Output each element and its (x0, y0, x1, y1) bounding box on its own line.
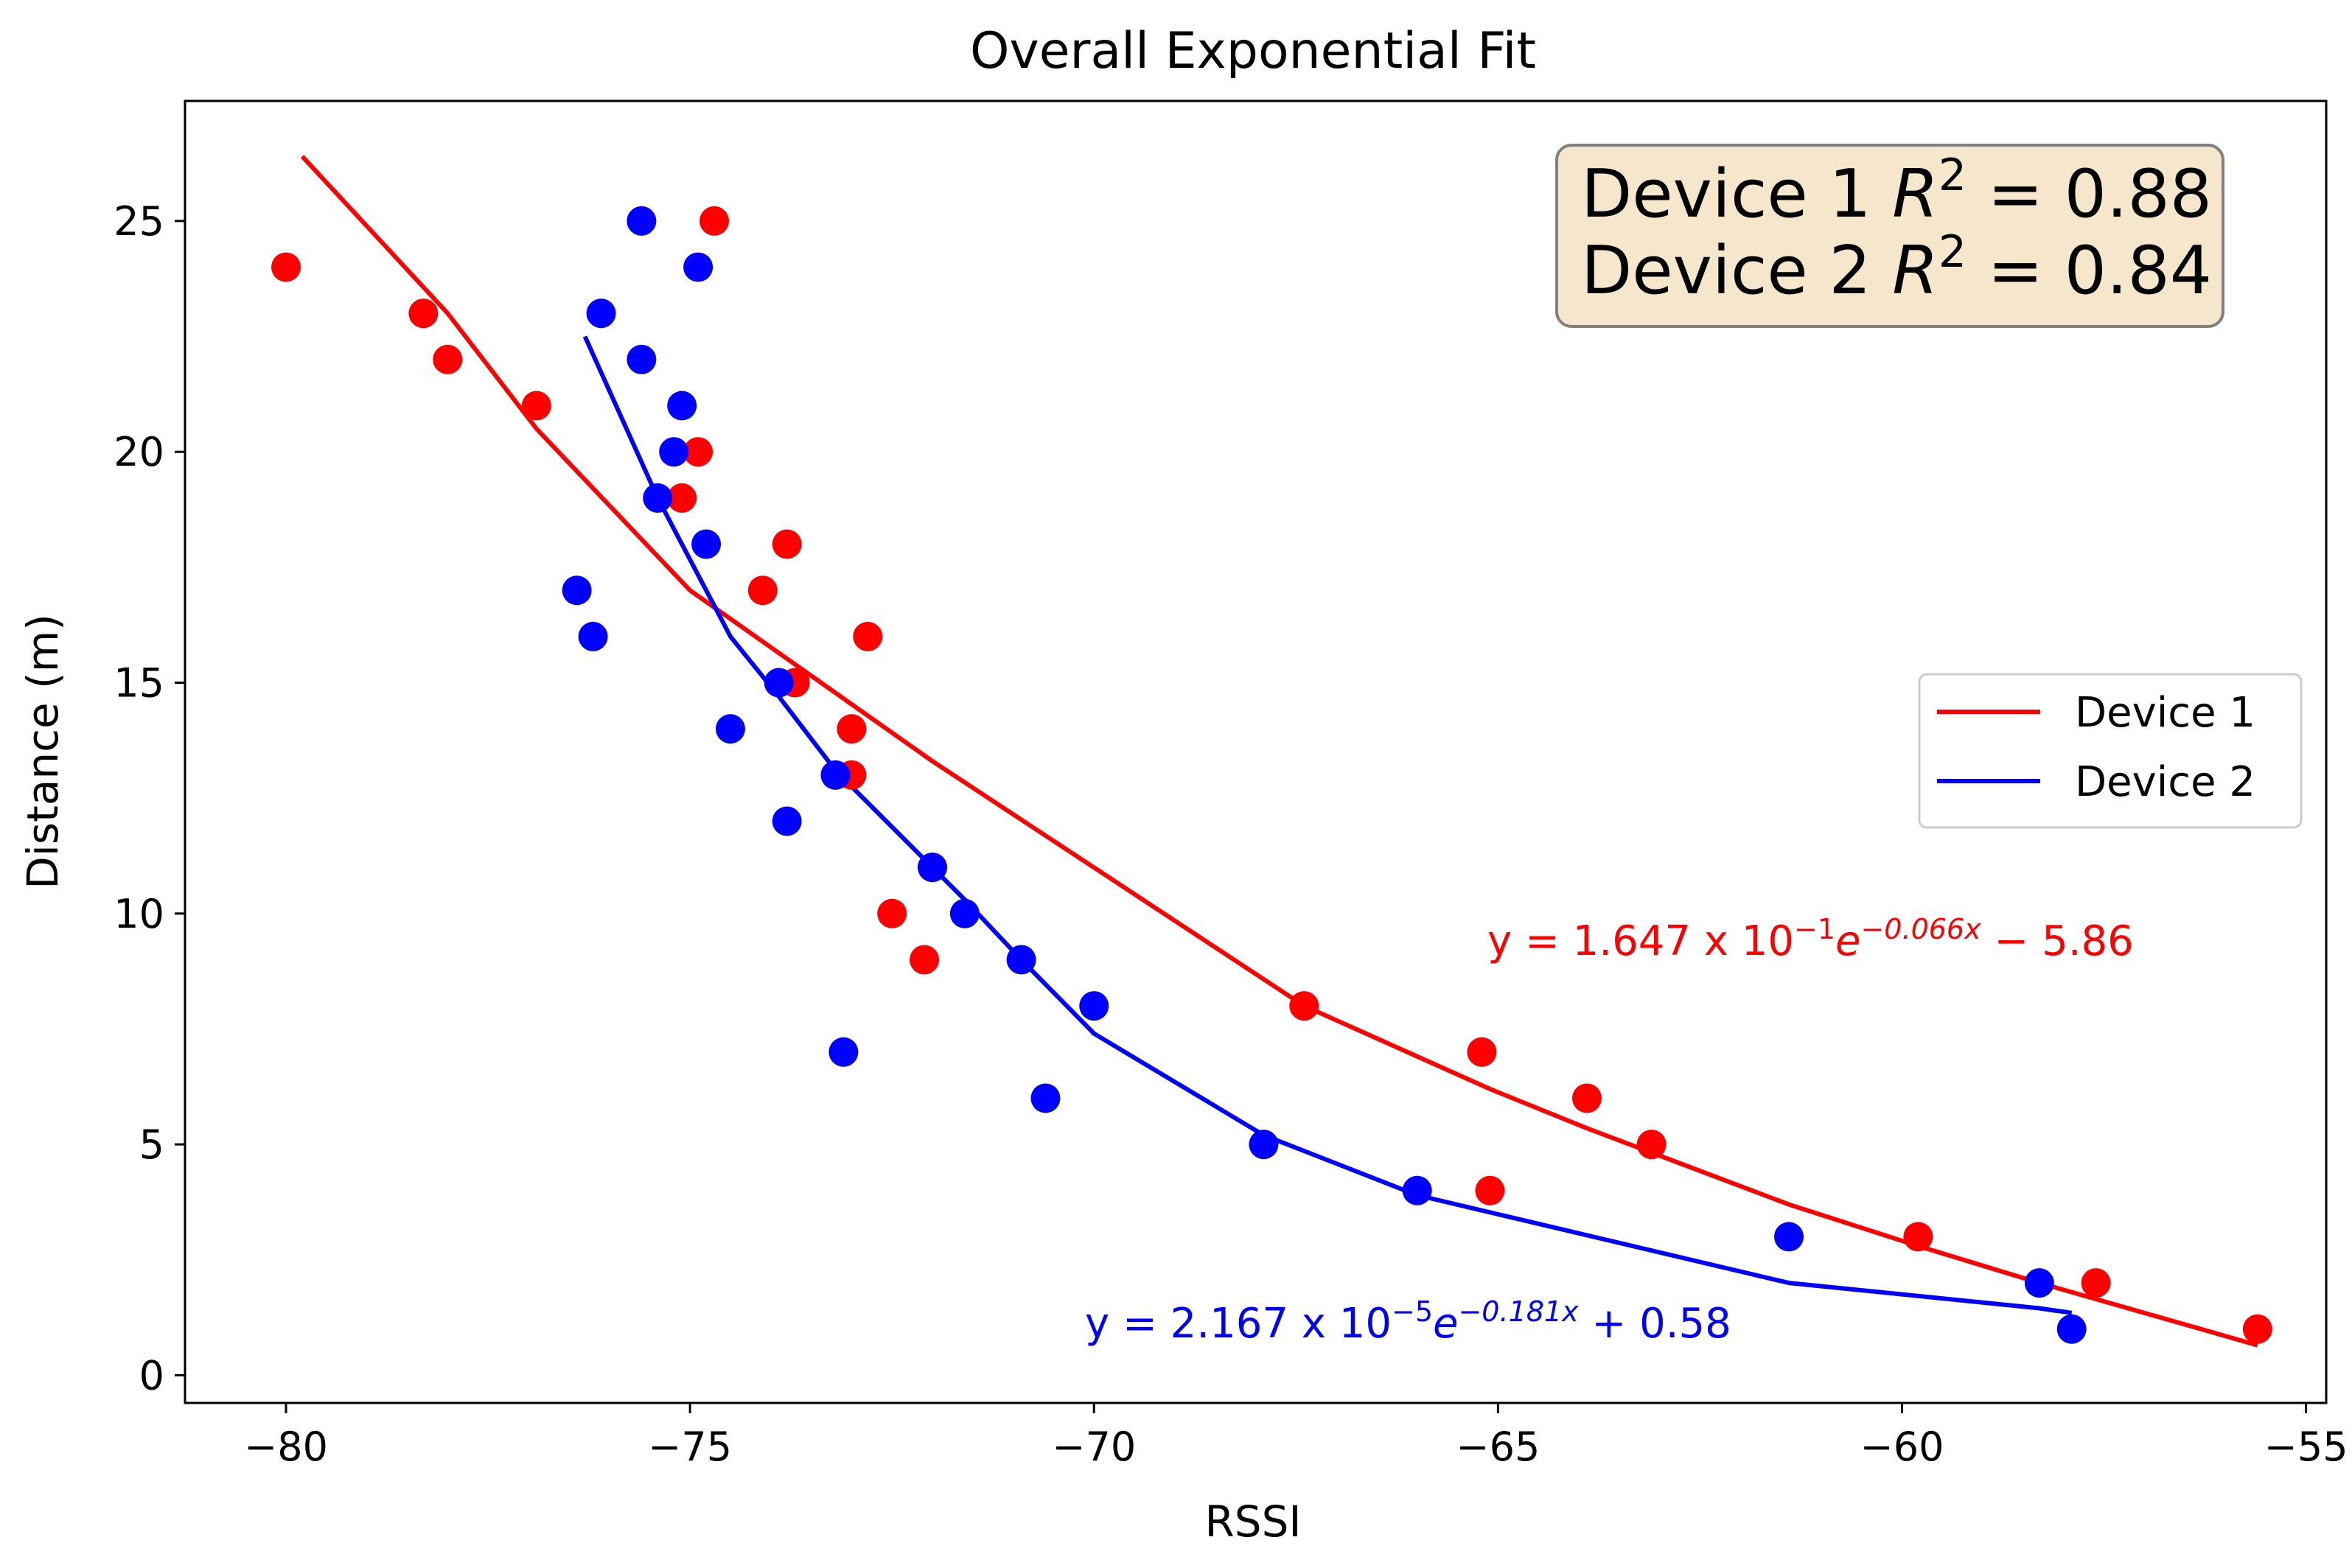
data-point (772, 806, 802, 836)
data-point (1289, 991, 1319, 1021)
data-point (828, 1037, 859, 1067)
data-point (683, 252, 713, 282)
data-point (910, 945, 940, 975)
data-point (747, 575, 778, 606)
series-2 (582, 335, 2073, 1315)
data-point (2024, 1268, 2054, 1298)
chart-title: Overall Exponential Fit (970, 22, 1536, 80)
data-point (586, 298, 616, 329)
y-tick-label: 25 (114, 198, 164, 245)
y-tick-label: 10 (114, 891, 164, 937)
data-point (271, 252, 301, 282)
r2-box: Device 1 R2 = 0.88 Device 2 R2 = 0.84 (1555, 144, 2224, 328)
y-tick-label: 5 (139, 1121, 164, 1168)
plot-area (184, 99, 2328, 1404)
r2-line-device-2: Device 2 R2 = 0.84 (1581, 226, 2212, 309)
x-tick-label: −65 (1456, 1424, 1540, 1470)
data-point (627, 206, 657, 236)
data-point (667, 483, 697, 513)
data-point (578, 621, 608, 651)
series-1 (300, 155, 2258, 1348)
y-axis: 0 5 10 15 20 25 (114, 198, 185, 1399)
equation-device-2: y = 2.167 x 10−5e−0.181x + 0.58 (1085, 1295, 1731, 1348)
points-device-2 (562, 206, 2087, 1344)
x-axis: −80 −75 −70 −65 −60 −55 (244, 1403, 2348, 1470)
data-point (562, 575, 592, 606)
data-point (1571, 1083, 1602, 1113)
x-tick-label: −80 (244, 1424, 328, 1470)
data-point (433, 344, 463, 374)
data-point (1030, 1083, 1061, 1113)
r2-box-background (1555, 144, 2224, 328)
data-point (643, 483, 673, 513)
data-point (2081, 1268, 2111, 1298)
data-point (853, 621, 883, 651)
data-point (659, 437, 689, 467)
data-point (1079, 991, 1109, 1021)
legend: Device 1 Device 2 (1918, 673, 2303, 829)
data-point (667, 391, 697, 421)
data-point (1402, 1175, 1432, 1205)
y-tick-label: 15 (114, 660, 164, 707)
data-point (715, 714, 745, 744)
data-point (699, 206, 730, 236)
data-point (691, 529, 722, 559)
data-point (408, 298, 439, 329)
legend-label-device-2: Device 2 (2075, 758, 2255, 806)
data-point (683, 437, 713, 467)
data-point (2242, 1314, 2272, 1344)
data-point (1006, 945, 1036, 975)
data-point (1467, 1037, 1497, 1067)
data-point (820, 760, 851, 790)
y-tick-label: 0 (139, 1352, 164, 1399)
data-point (1903, 1222, 1933, 1252)
y-tick-label: 20 (114, 429, 164, 475)
fit-line-device-2 (582, 335, 2073, 1315)
data-point (521, 391, 551, 421)
legend-label-device-1: Device 1 (2075, 689, 2255, 737)
fit-line-device-1 (300, 155, 2258, 1348)
x-tick-label: −55 (2264, 1424, 2348, 1470)
x-tick-label: −60 (1860, 1424, 1944, 1470)
data-point (1249, 1130, 1279, 1160)
series-layer (271, 155, 2272, 1348)
data-point (918, 853, 948, 883)
x-tick-label: −75 (648, 1424, 732, 1470)
data-point (949, 898, 980, 928)
equation-device-1: y = 1.647 x 10−1e−0.066x − 5.86 (1487, 913, 2134, 965)
data-point (764, 668, 794, 698)
y-axis-label: Distance (m) (18, 614, 68, 889)
data-point (1636, 1130, 1667, 1160)
data-point (877, 898, 907, 928)
data-point (2056, 1314, 2087, 1344)
data-point (627, 344, 657, 374)
x-tick-label: −70 (1052, 1424, 1136, 1470)
data-point (1774, 1222, 1804, 1252)
r2-line-device-1: Device 1 R2 = 0.88 (1581, 150, 2212, 233)
data-point (1475, 1175, 1505, 1205)
data-point (837, 714, 867, 744)
data-point (772, 529, 802, 559)
x-axis-label: RSSI (1204, 1497, 1301, 1547)
